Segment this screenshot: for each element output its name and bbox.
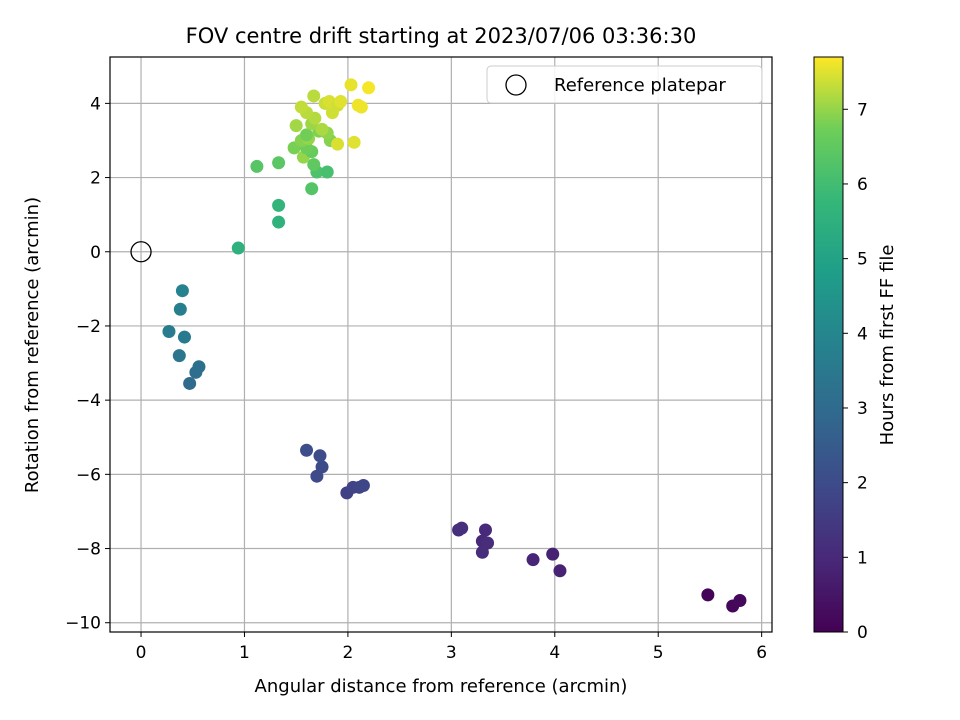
data-point (162, 325, 176, 339)
colorbar-gradient (813, 56, 844, 633)
data-point (315, 122, 329, 136)
x-tick-label: 5 (653, 643, 664, 663)
data-point (307, 89, 321, 103)
data-point (300, 128, 314, 142)
x-tick-label: 0 (136, 643, 147, 663)
data-point (172, 349, 186, 363)
y-axis-ticks: −10 −8 −6 −4 −2 0 2 4 (65, 94, 110, 634)
y-tick-label: 0 (90, 243, 101, 263)
y-tick-label: −2 (76, 317, 101, 337)
y-axis-label: Rotation from reference (arcmin) (22, 197, 43, 493)
data-point (173, 302, 187, 316)
y-tick-label: −6 (76, 465, 101, 485)
data-point (250, 159, 264, 173)
legend-reference-label: Reference platepar (554, 75, 726, 96)
data-point (344, 78, 358, 92)
colorbar-tick-label: 6 (857, 175, 868, 195)
legend-reference-marker (505, 74, 527, 96)
data-points (130, 78, 747, 613)
colorbar: 0 1 2 3 4 5 6 7 Hours from first FF file (813, 56, 898, 643)
data-point (183, 376, 197, 390)
legend-box (486, 65, 763, 104)
reference-marker (130, 241, 152, 263)
y-tick-label: 4 (90, 94, 101, 114)
x-tick-label: 1 (239, 643, 250, 663)
colorbar-label: Hours from first FF file (877, 245, 898, 446)
data-point (356, 478, 370, 492)
y-tick-label: 2 (90, 169, 101, 189)
data-point (231, 241, 245, 255)
data-point (192, 360, 206, 374)
data-point (553, 564, 567, 578)
colorbar-tick-label: 4 (857, 324, 868, 344)
plot-frame (109, 56, 773, 633)
data-point (334, 95, 348, 109)
data-point (733, 593, 747, 607)
y-tick-label: −4 (76, 391, 101, 411)
data-point (300, 443, 314, 457)
data-point (175, 284, 189, 298)
colorbar-tick-label: 2 (857, 474, 868, 494)
data-point (701, 588, 715, 602)
data-point (294, 100, 308, 114)
colorbar-ticks: 0 1 2 3 4 5 6 7 (843, 100, 868, 643)
legend: Reference platepar (486, 65, 763, 104)
data-point (320, 165, 334, 179)
data-point (455, 521, 469, 535)
data-point (313, 449, 327, 463)
data-point (331, 137, 345, 151)
colorbar-tick-label: 5 (857, 250, 868, 270)
x-axis-label: Angular distance from reference (arcmin) (255, 676, 628, 697)
data-point (475, 545, 489, 559)
y-tick-label: −10 (65, 614, 101, 634)
data-point (307, 158, 321, 172)
data-point (272, 156, 286, 170)
x-tick-label: 3 (446, 643, 457, 663)
data-point (362, 81, 376, 95)
x-axis-ticks: 0 1 2 3 4 5 6 (136, 632, 767, 663)
colorbar-tick-label: 7 (857, 100, 868, 120)
data-point (272, 198, 286, 212)
data-point (305, 182, 319, 196)
x-tick-label: 2 (342, 643, 353, 663)
data-point (354, 100, 368, 114)
data-point (177, 330, 191, 344)
data-point (289, 119, 303, 133)
data-point (315, 460, 329, 474)
data-point (272, 215, 286, 229)
x-tick-label: 4 (549, 643, 560, 663)
data-point (347, 135, 361, 149)
colorbar-tick-label: 1 (857, 548, 868, 568)
data-point (478, 523, 492, 537)
data-point (526, 553, 540, 567)
y-tick-label: −8 (76, 540, 101, 560)
colorbar-tick-label: 0 (857, 623, 868, 643)
colorbar-tick-label: 3 (857, 399, 868, 419)
chart-title: FOV centre drift starting at 2023/07/06 … (186, 24, 697, 48)
grid (110, 57, 772, 632)
x-tick-label: 6 (756, 643, 767, 663)
data-point (546, 547, 560, 561)
